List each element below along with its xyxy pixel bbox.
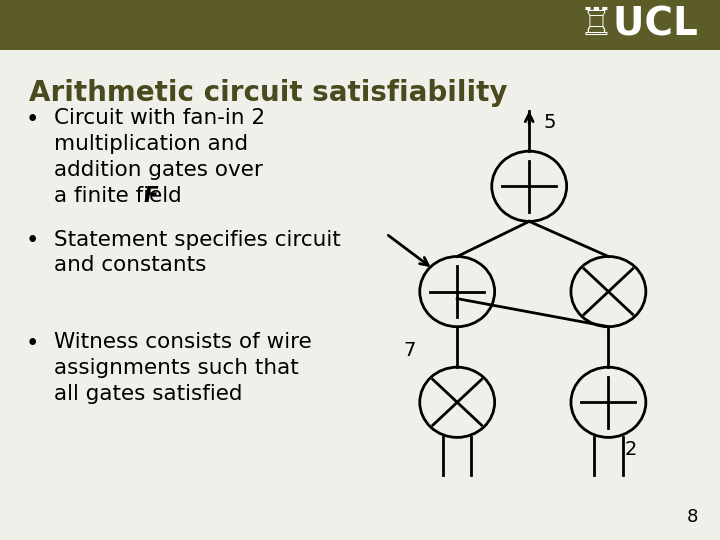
Text: and constants: and constants <box>54 255 207 275</box>
Text: assignments such that: assignments such that <box>54 358 299 378</box>
Text: ♖UCL: ♖UCL <box>579 6 698 44</box>
Text: •: • <box>25 230 39 253</box>
Text: •: • <box>25 108 39 131</box>
Text: 2: 2 <box>625 440 637 459</box>
Text: Arithmetic circuit satisfiability: Arithmetic circuit satisfiability <box>29 79 508 107</box>
Text: addition gates over: addition gates over <box>54 160 263 180</box>
Text: all gates satisfied: all gates satisfied <box>54 384 243 404</box>
Text: •: • <box>25 332 39 355</box>
Text: Witness consists of wire: Witness consists of wire <box>54 332 312 352</box>
Text: multiplication and: multiplication and <box>54 134 248 154</box>
Text: a finite field: a finite field <box>54 186 189 206</box>
Text: F: F <box>144 186 158 206</box>
Bar <box>0 0 720 50</box>
Text: Statement specifies circuit: Statement specifies circuit <box>54 230 341 249</box>
Text: 7: 7 <box>404 341 416 360</box>
Text: Circuit with fan-in 2: Circuit with fan-in 2 <box>54 108 265 128</box>
Text: 5: 5 <box>544 113 556 132</box>
Text: 8: 8 <box>687 509 698 526</box>
